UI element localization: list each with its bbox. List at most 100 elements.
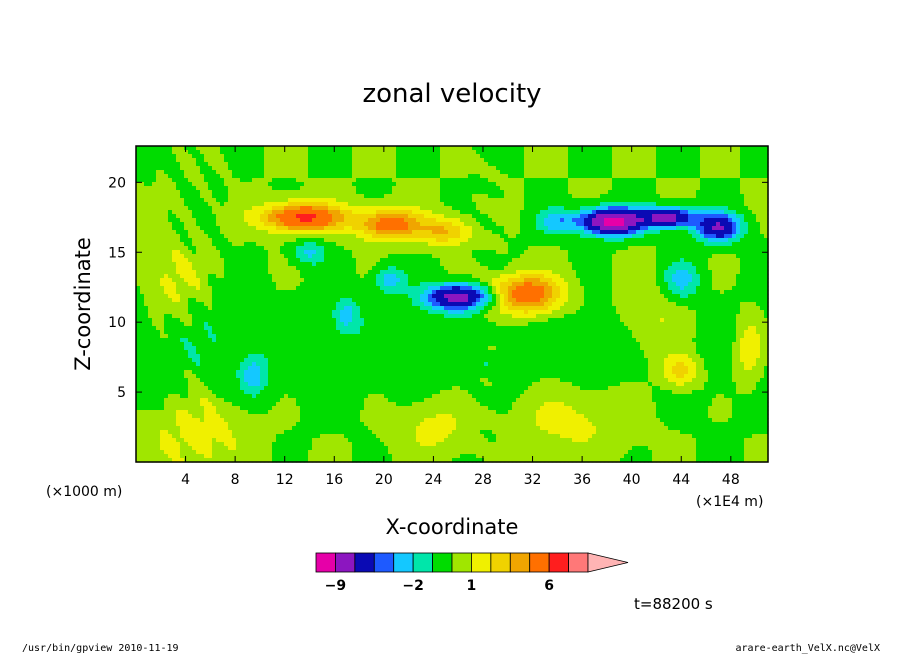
field-cell [304,178,309,183]
field-cell [304,182,309,187]
field-cell [372,270,377,275]
field-cell [196,194,201,199]
field-cell [176,206,181,211]
field-cell [720,154,725,159]
field-cell [428,246,433,251]
field-cell [724,170,729,175]
field-cell [636,182,641,187]
field-cell [500,250,505,255]
field-cell [232,246,237,251]
field-cell [628,198,633,203]
field-cell [520,230,525,235]
field-cell [620,174,625,179]
field-cell [336,258,341,263]
field-cell [652,170,657,175]
field-cell [664,174,669,179]
field-cell [300,194,305,199]
field-cell [388,254,393,259]
field-cell [624,254,629,259]
field-cell [248,158,253,163]
field-cell [224,214,229,219]
field-cell [356,242,361,247]
velocity-field [136,146,769,463]
field-cell [596,262,601,267]
field-cell [584,178,589,183]
field-cell [208,170,213,175]
field-cell [296,182,301,187]
field-cell [624,210,629,215]
field-cell [372,238,377,243]
field-cell [400,162,405,167]
field-cell [468,266,473,271]
field-cell [244,266,249,271]
field-cell [516,182,521,187]
field-cell [180,262,185,267]
field-cell [304,218,309,223]
field-cell [720,258,725,263]
field-cell [140,154,145,159]
field-cell [508,238,513,243]
field-cell [424,218,429,223]
field-cell [628,154,633,159]
field-cell [640,202,645,207]
field-cell [368,158,373,163]
field-cell [380,202,385,207]
field-cell [732,158,737,163]
field-cell [288,234,293,239]
field-cell [512,218,517,223]
field-cell [548,266,553,271]
field-cell [380,182,385,187]
field-cell [140,186,145,191]
field-cell [656,150,661,155]
field-cell [604,150,609,155]
field-cell [416,226,421,231]
field-cell [192,250,197,255]
field-cell [356,254,361,259]
field-cell [188,194,193,199]
field-cell [252,230,257,235]
field-cell [496,178,501,183]
field-cell [744,150,749,155]
field-cell [544,166,549,171]
field-cell [536,238,541,243]
field-cell [144,234,149,239]
field-cell [468,242,473,247]
field-cell [668,230,673,235]
field-cell [616,230,621,235]
field-cell [192,206,197,211]
field-cell [244,182,249,187]
field-cell [548,218,553,223]
field-cell [680,182,685,187]
field-cell [188,182,193,187]
field-cell [280,170,285,175]
field-cell [232,266,237,271]
field-cell [212,238,217,243]
field-cell [252,266,257,271]
field-cell [604,206,609,211]
field-cell [732,150,737,155]
field-cell [512,178,517,183]
field-cell [412,230,417,235]
field-cell [632,194,637,199]
field-cell [272,206,277,211]
field-cell [264,190,269,195]
field-cell [588,226,593,231]
field-cell [148,206,153,211]
field-cell [180,226,185,231]
field-cell [380,246,385,251]
field-cell [560,162,565,167]
field-cell [236,190,241,195]
field-cell [444,182,449,187]
field-cell [380,214,385,219]
field-cell [480,222,485,227]
field-cell [348,230,353,235]
field-cell [456,230,461,235]
field-cell [212,146,217,151]
field-cell [212,186,217,191]
field-cell [516,234,521,239]
field-cell [200,202,205,207]
field-cell [716,258,721,263]
field-cell [592,210,597,215]
field-cell [156,222,161,227]
field-cell [300,270,305,275]
